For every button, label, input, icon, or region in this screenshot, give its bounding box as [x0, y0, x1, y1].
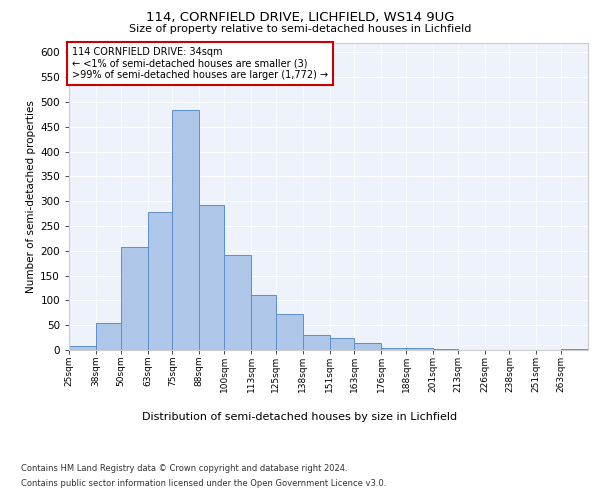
Bar: [96, 322, 121, 350]
Bar: [121, 248, 148, 350]
Bar: [406, 348, 433, 350]
Bar: [433, 348, 458, 350]
Text: 114, CORNFIELD DRIVE, LICHFIELD, WS14 9UG: 114, CORNFIELD DRIVE, LICHFIELD, WS14 9U…: [146, 12, 454, 24]
Text: Contains HM Land Registry data © Crown copyright and database right 2024.: Contains HM Land Registry data © Crown c…: [21, 464, 347, 473]
Bar: [276, 314, 302, 350]
Y-axis label: Number of semi-detached properties: Number of semi-detached properties: [26, 100, 36, 292]
Text: Size of property relative to semi-detached houses in Lichfield: Size of property relative to semi-detach…: [129, 24, 471, 34]
Bar: [561, 348, 588, 350]
Bar: [172, 110, 199, 350]
Bar: [302, 335, 329, 350]
Bar: [251, 296, 276, 350]
Bar: [329, 338, 355, 350]
Text: Contains public sector information licensed under the Open Government Licence v3: Contains public sector information licen…: [21, 479, 386, 488]
Bar: [381, 348, 406, 350]
Bar: [69, 346, 96, 350]
Bar: [224, 255, 251, 350]
Text: 114 CORNFIELD DRIVE: 34sqm
← <1% of semi-detached houses are smaller (3)
>99% of: 114 CORNFIELD DRIVE: 34sqm ← <1% of semi…: [71, 47, 328, 80]
Bar: [355, 342, 381, 350]
Bar: [199, 204, 224, 350]
Bar: [148, 212, 172, 350]
Text: Distribution of semi-detached houses by size in Lichfield: Distribution of semi-detached houses by …: [142, 412, 458, 422]
